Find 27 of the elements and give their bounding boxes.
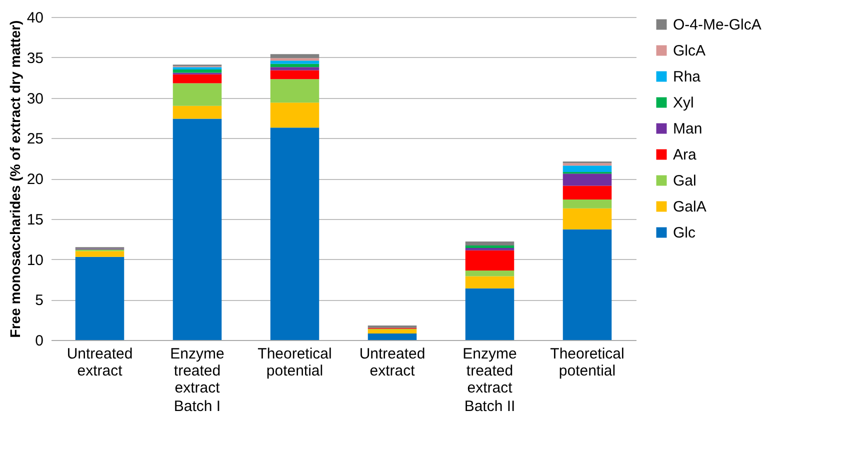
y-tick-label: 5	[35, 292, 44, 310]
y-tick-label: 20	[26, 171, 44, 188]
x-tick-label: Untreated extract	[66, 346, 133, 380]
text: Batch I	[174, 398, 221, 415]
x-tick-label: Untreated extract	[359, 346, 426, 380]
legend-label: GalA	[673, 198, 706, 216]
y-tick-label: 15	[26, 211, 44, 228]
x-tick-label: Theoretical potential	[258, 346, 332, 380]
legend-label: Gal	[673, 172, 696, 190]
y-tick-label: 0	[35, 332, 44, 350]
legend-label: Ara	[673, 146, 697, 164]
legend-label: Rha	[673, 68, 702, 86]
legend-label: Man	[673, 120, 702, 138]
y-axis-title: Free monosaccharides (% of extract dry matter)	[6, 20, 23, 338]
x-tick-label: Enzyme treated extract	[170, 346, 224, 396]
legend-label: Xyl	[673, 94, 694, 112]
y-tick-label: 25	[26, 130, 44, 148]
y-tick-label: 40	[26, 10, 44, 26]
x-tick-label: Theoretical potential	[550, 346, 624, 380]
legend-label: Glc	[673, 224, 696, 242]
text: Batch II	[464, 398, 516, 415]
x-tick-label: Enzyme treated extract	[462, 346, 517, 396]
y-tick-label: 30	[26, 90, 44, 108]
legend-label: O-4-Me-GlcA	[673, 16, 762, 34]
y-tick-label: 10	[26, 252, 44, 269]
y-tick-label: 35	[26, 50, 44, 67]
legend-label: GlcA	[673, 42, 706, 60]
